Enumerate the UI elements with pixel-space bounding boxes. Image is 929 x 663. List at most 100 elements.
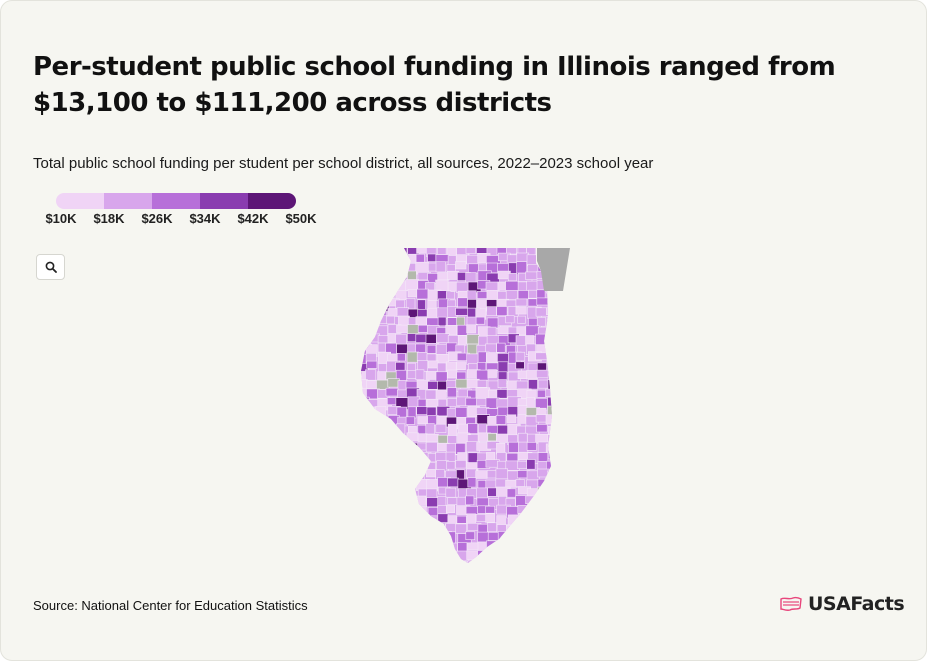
district-shape[interactable] bbox=[547, 369, 557, 383]
district-shape[interactable] bbox=[497, 281, 507, 291]
district-shape[interactable] bbox=[365, 469, 381, 479]
district-shape[interactable] bbox=[535, 433, 549, 443]
district-shape[interactable] bbox=[516, 261, 528, 274]
district-shape[interactable] bbox=[506, 488, 517, 498]
district-shape[interactable] bbox=[426, 344, 437, 354]
district-shape[interactable] bbox=[446, 542, 458, 555]
district-shape[interactable] bbox=[437, 380, 448, 391]
district-shape[interactable] bbox=[456, 361, 466, 370]
district-shape[interactable] bbox=[358, 280, 370, 293]
district-shape[interactable] bbox=[358, 325, 372, 333]
district-shape[interactable] bbox=[496, 306, 508, 316]
district-shape[interactable] bbox=[535, 513, 546, 525]
district-shape[interactable] bbox=[396, 280, 407, 291]
district-shape[interactable] bbox=[437, 434, 448, 444]
district-shape[interactable] bbox=[405, 504, 416, 515]
district-shape[interactable] bbox=[507, 514, 520, 527]
district-shape[interactable] bbox=[387, 270, 398, 280]
district-shape[interactable] bbox=[537, 389, 547, 398]
district-shape[interactable] bbox=[437, 558, 452, 567]
district-shape[interactable] bbox=[395, 362, 406, 371]
district-shape[interactable] bbox=[397, 461, 409, 474]
district-shape[interactable] bbox=[526, 397, 535, 409]
district-shape[interactable] bbox=[386, 558, 399, 567]
district-shape[interactable] bbox=[545, 541, 559, 552]
district-shape[interactable] bbox=[366, 380, 378, 389]
district-shape[interactable] bbox=[475, 316, 485, 325]
district-shape[interactable] bbox=[396, 488, 410, 497]
district-shape[interactable] bbox=[365, 479, 380, 489]
district-shape[interactable] bbox=[376, 541, 386, 552]
district-shape[interactable] bbox=[526, 542, 538, 551]
district-shape[interactable] bbox=[547, 488, 556, 501]
district-shape[interactable] bbox=[537, 486, 552, 500]
zoom-button[interactable] bbox=[36, 254, 65, 280]
district-shape[interactable] bbox=[447, 423, 458, 436]
district-shape[interactable] bbox=[547, 470, 557, 480]
district-shape[interactable] bbox=[365, 441, 377, 450]
district-shape[interactable] bbox=[495, 468, 508, 480]
district-shape[interactable] bbox=[357, 461, 370, 472]
district-shape[interactable] bbox=[376, 506, 388, 515]
district-shape[interactable] bbox=[376, 272, 391, 281]
district-shape[interactable] bbox=[368, 489, 383, 499]
district-shape[interactable] bbox=[397, 531, 411, 542]
district-shape[interactable] bbox=[385, 387, 399, 397]
district-shape[interactable] bbox=[447, 270, 460, 280]
district-shape[interactable] bbox=[436, 542, 447, 551]
district-shape[interactable] bbox=[505, 280, 519, 292]
district-shape[interactable] bbox=[357, 478, 366, 489]
district-shape[interactable] bbox=[547, 550, 557, 562]
district-shape[interactable] bbox=[435, 279, 449, 292]
district-shape[interactable] bbox=[546, 460, 556, 471]
district-shape[interactable] bbox=[466, 324, 476, 334]
district-shape[interactable] bbox=[418, 550, 429, 560]
district-shape[interactable] bbox=[375, 414, 386, 425]
district-shape[interactable] bbox=[425, 561, 436, 571]
district-shape[interactable] bbox=[445, 325, 457, 336]
district-shape[interactable] bbox=[436, 415, 447, 426]
district-shape[interactable] bbox=[467, 343, 479, 355]
district-shape[interactable] bbox=[518, 441, 529, 453]
district-shape[interactable] bbox=[536, 495, 550, 504]
district-shape[interactable] bbox=[537, 362, 547, 371]
district-shape[interactable] bbox=[455, 460, 467, 469]
district-shape[interactable] bbox=[465, 397, 478, 407]
district-shape[interactable] bbox=[496, 342, 506, 353]
district-shape[interactable] bbox=[365, 254, 376, 266]
district-shape[interactable] bbox=[435, 423, 447, 433]
district-shape[interactable] bbox=[366, 360, 378, 369]
district-shape[interactable] bbox=[465, 245, 476, 254]
district-shape[interactable] bbox=[407, 468, 420, 479]
district-shape[interactable] bbox=[396, 324, 409, 333]
district-shape[interactable] bbox=[517, 315, 526, 324]
district-shape[interactable] bbox=[506, 414, 517, 423]
district-shape[interactable] bbox=[545, 443, 558, 453]
district-shape[interactable] bbox=[447, 369, 458, 379]
district-shape[interactable] bbox=[357, 443, 367, 453]
district-shape[interactable] bbox=[525, 495, 538, 504]
district-shape[interactable] bbox=[497, 361, 509, 374]
district-shape[interactable] bbox=[387, 469, 403, 480]
district-shape[interactable] bbox=[415, 523, 430, 532]
district-shape[interactable] bbox=[375, 261, 385, 270]
district-shape[interactable] bbox=[358, 263, 372, 275]
district-shape[interactable] bbox=[367, 515, 381, 524]
district-shape[interactable] bbox=[397, 453, 411, 462]
district-shape[interactable] bbox=[377, 290, 389, 300]
district-shape[interactable] bbox=[525, 335, 535, 346]
district-shape[interactable] bbox=[466, 513, 476, 524]
district-shape[interactable] bbox=[466, 254, 479, 265]
district-shape[interactable] bbox=[396, 423, 406, 435]
district-shape[interactable] bbox=[416, 514, 428, 527]
district-shape[interactable] bbox=[526, 370, 538, 380]
district-shape[interactable] bbox=[396, 497, 408, 507]
district-shape[interactable] bbox=[547, 434, 557, 447]
district-shape[interactable] bbox=[357, 513, 368, 524]
district-shape[interactable] bbox=[455, 307, 470, 316]
district-shape[interactable] bbox=[377, 487, 388, 496]
district-shape[interactable] bbox=[387, 252, 400, 261]
district-shape[interactable] bbox=[375, 469, 387, 479]
district-shape[interactable] bbox=[507, 542, 519, 553]
district-shape[interactable] bbox=[365, 306, 378, 315]
